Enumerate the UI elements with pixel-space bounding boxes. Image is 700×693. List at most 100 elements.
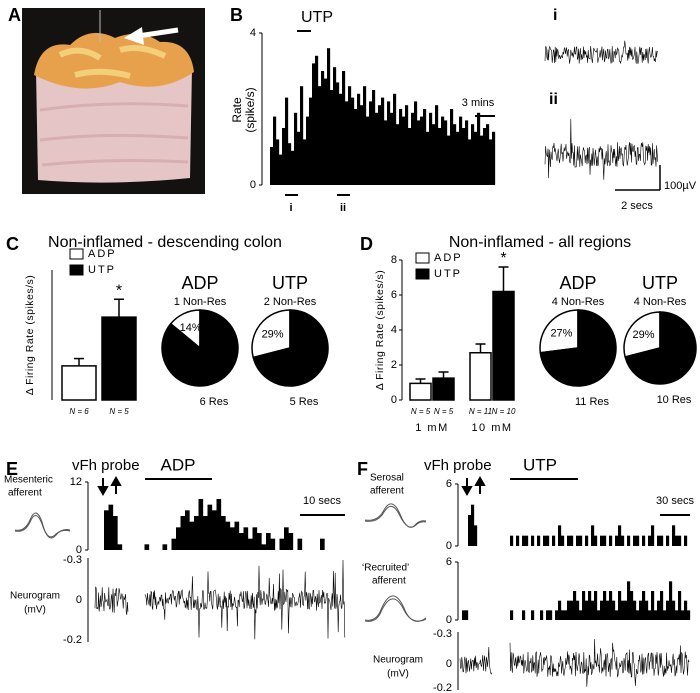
histogram-bar [609,591,613,620]
histogram-bar [465,610,469,620]
histogram-bar [429,112,433,185]
legend-label: UTP [88,264,116,276]
bar [101,316,137,401]
histogram-bar [366,116,370,185]
histogram-bar [639,600,643,620]
histogram-bar [297,538,303,550]
tissue-photo [22,8,205,194]
histogram-bar [393,93,397,185]
panel-label: D [360,234,373,254]
histogram-bar [471,124,475,185]
histogram-bar [450,109,454,185]
histogram-bar [468,515,472,546]
histogram-bar [369,101,373,185]
panel-label: C [6,234,19,254]
pie-note: 1 Non-Res [174,296,227,308]
histogram-bar [216,499,222,550]
histogram-bar [546,535,550,546]
y-tick-label: 6 [446,556,452,568]
histogram-bar [510,535,514,546]
histogram-bar [555,610,559,620]
histogram-bar [582,591,586,620]
pie-value-label: 14% [180,322,202,334]
recording-trace [509,639,690,687]
histogram-bar [270,538,276,550]
legend-swatch [415,268,430,280]
histogram-bar [462,610,466,620]
histogram-bar [672,525,676,546]
histogram-bar [284,527,289,550]
trace-name: afferent [372,576,406,587]
histogram-bar [579,535,583,546]
scale-label: 100µV [664,180,697,192]
recording-trace [544,40,658,65]
histogram-bar [291,150,295,185]
histogram-bar [597,610,601,620]
significance-mark: * [116,282,122,299]
histogram-bar [684,535,688,546]
trace-name: afferent [370,486,404,497]
neurogram-label: (mV) [24,605,46,616]
histogram-bar [420,116,424,185]
neurogram-label: Neurogram [10,591,60,602]
histogram-bar [212,510,217,550]
histogram-bar [567,600,571,620]
histogram-bar [585,600,589,620]
pie-title: UTP [642,273,678,293]
histogram-bar [540,610,544,620]
histogram-bar [194,516,199,550]
histogram-bar [459,116,463,185]
histogram-bar [108,504,114,550]
histogram-bar [645,600,649,620]
histogram-bar [552,535,556,546]
pie-slice [623,311,661,358]
histogram-bar [239,533,244,550]
y-tick-label: 6 [446,478,452,490]
y-tick-label: 0 [76,544,82,556]
histogram-bar [651,525,655,546]
trace-name: Mesenteric [4,475,53,486]
histogram-bar [402,116,406,185]
histogram-bar [300,86,304,185]
histogram-bar [297,131,301,185]
histogram-bar [522,535,526,546]
histogram-bar [477,112,481,185]
pie-value-label: 29% [262,328,284,340]
histogram-bar [615,535,619,546]
histogram-bar [600,600,604,620]
histogram-bar [666,600,670,620]
n-label: N = 10 [492,407,516,416]
histogram-bar [588,591,592,620]
y-tick-label: 4 [391,324,397,336]
histogram-bar [351,97,355,185]
histogram-bar [576,535,580,546]
histogram-bar [288,533,294,550]
recording-trace [94,586,129,615]
histogram-bar [432,124,436,185]
pie-note: 4 Non-Res [552,296,605,308]
significance-mark: * [500,250,506,267]
pie-value-label: 73% [578,352,600,364]
scale-label: 2 secs [621,200,653,212]
neurogram-tick-label: -0.2 [433,682,452,693]
histogram-bar [234,521,240,550]
histogram-bar [576,600,580,620]
period-label: ADP [161,455,196,474]
pie-note: 4 Non-Res [634,296,687,308]
histogram-bar [230,527,235,550]
recording-trace [544,118,659,180]
histogram-bar [180,516,186,550]
histogram-bar [678,591,682,620]
histogram-bar [633,600,637,620]
pie-note: 2 Non-Res [264,296,317,308]
histogram-bar [387,101,391,185]
pie-title: ADP [181,273,218,293]
histogram-bar [675,535,679,546]
panel-label: B [230,5,243,25]
probe-label: vFh probe [424,457,492,474]
histogram-bar [426,131,430,185]
histogram-bar [252,527,258,550]
pie-note: 11 Res [575,396,610,408]
pie-value-label: 86% [195,356,217,368]
